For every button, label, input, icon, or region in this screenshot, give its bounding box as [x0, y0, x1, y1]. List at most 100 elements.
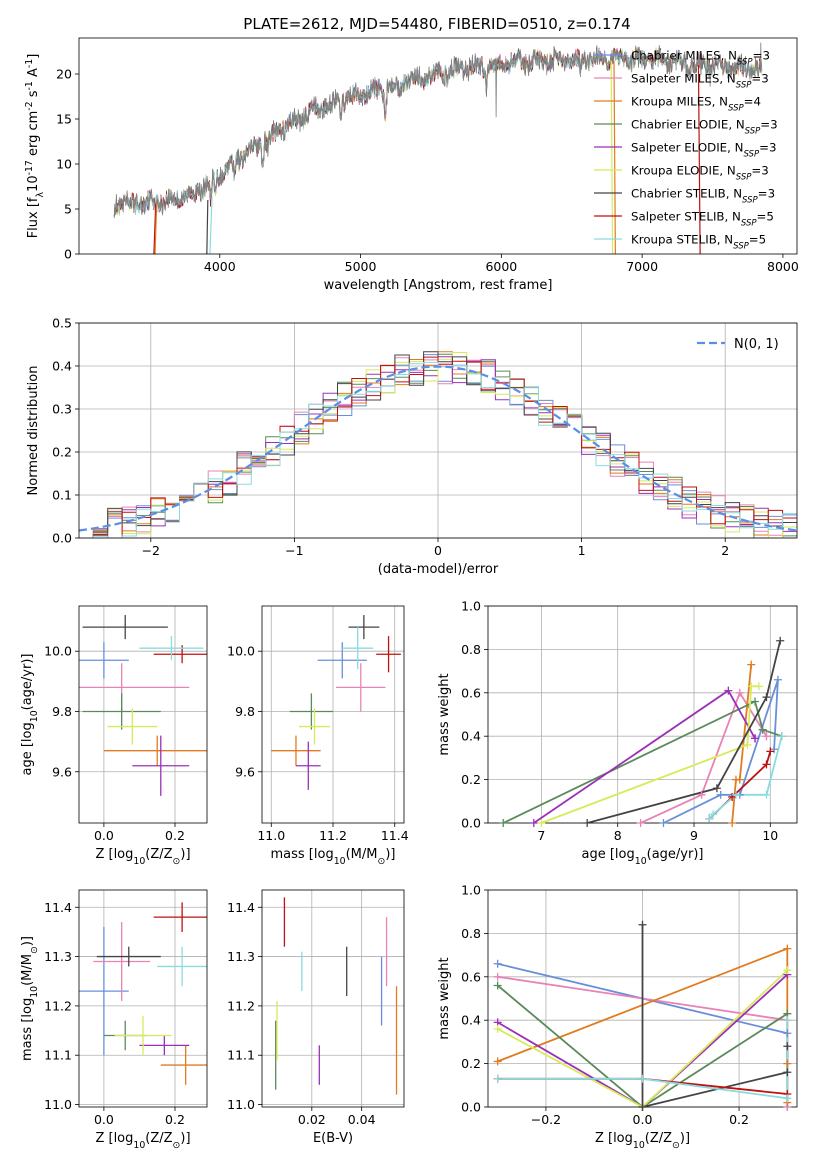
x-tick-label: 11.0 — [257, 828, 285, 843]
y-axis-label: mass [log10(M/M⊙)] — [20, 936, 40, 1061]
legend-ssp-count: 3 — [768, 187, 776, 201]
x-tick-label: 0.0 — [94, 828, 114, 843]
weight-series-line — [497, 984, 788, 1107]
weight-series-line — [497, 1020, 789, 1100]
weight-point-marker — [766, 747, 775, 756]
x-tick-label: 8 — [614, 828, 622, 843]
errorbar-point — [336, 663, 386, 712]
x-tick-label: 0.02 — [298, 1112, 326, 1127]
x-tick-label: 0.2 — [165, 1112, 185, 1127]
y-tick-label: 15 — [56, 112, 72, 127]
x-axis-label: mass [log10(M/M⊙)] — [271, 847, 396, 867]
axes-frame — [78, 37, 798, 255]
y-tick-label: 0.2 — [461, 772, 481, 787]
histogram-step — [79, 361, 797, 538]
y-tick-label: 11.2 — [44, 998, 72, 1013]
axes-frame — [78, 605, 208, 824]
x-tick-label: 0.04 — [348, 1112, 376, 1127]
axes-frame — [78, 322, 798, 539]
legend-series-name: Chabrier MILES — [631, 49, 721, 63]
weight-point-marker — [773, 675, 782, 684]
weight-point-marker — [783, 1029, 792, 1038]
weight-point-marker — [659, 819, 668, 827]
legend-entry: Chabrier STELIB, NSSP=3 — [631, 187, 775, 206]
legend-ssp-count: 5 — [759, 233, 767, 247]
y-axis-label: mass weight — [437, 673, 452, 755]
weight-point-marker — [638, 1103, 647, 1111]
y-tick-label: 0.8 — [461, 926, 481, 941]
y-tick-label: 0.4 — [461, 729, 481, 744]
x-tick-label: −0.2 — [531, 1112, 561, 1127]
errorbar-point — [342, 627, 374, 670]
weight-point-marker — [743, 740, 752, 749]
weight-point-marker — [716, 790, 725, 799]
legend-ssp-count: 3 — [762, 49, 770, 63]
errorbar-point — [103, 735, 207, 766]
errorbar-point — [348, 615, 380, 640]
model-dropout-line — [153, 203, 157, 254]
model-dropout-line — [613, 60, 616, 254]
residual-histogram-panel: −2 −1 0 1 2 0.0 0.1 0.2 0.3 0.4 0.5 (data-model)/er… — [26, 316, 798, 577]
x-tick-label: 0.2 — [729, 1112, 749, 1127]
legend-entry: Kroupa STELIB, NSSP=5 — [631, 233, 766, 252]
weight-point-marker — [583, 819, 592, 827]
weight-point-marker — [731, 790, 740, 799]
y-axis-label: Normed distribution — [26, 366, 41, 496]
weight-point-marker — [762, 790, 771, 799]
weight-point-marker — [724, 686, 733, 695]
weight-series-line — [502, 700, 782, 823]
x-tick-label: 0.0 — [94, 1112, 114, 1127]
y-tick-label: 0.1 — [52, 488, 72, 503]
weight-point-marker — [754, 682, 763, 691]
legend-entry: Chabrier MILES, NSSP=3 — [631, 49, 770, 68]
y-tick-label: 9.6 — [235, 764, 255, 779]
errorbar-point — [139, 1035, 190, 1056]
y-tick-label: 0.0 — [52, 531, 72, 546]
plot-area — [113, 42, 763, 254]
y-tick-label: 0.2 — [52, 445, 72, 460]
mass-vs-metallicity-panel: 0.0 0.2 11.0 11.1 11.2 11.3 11.4 Z [log10(Z/Z⊙)… — [20, 889, 208, 1151]
y-tick-label: 0.6 — [461, 685, 481, 700]
legend-ssp-count: 3 — [770, 118, 778, 132]
y-tick-label: 11.2 — [227, 998, 255, 1013]
y-tick-label: 0.8 — [461, 642, 481, 657]
x-tick-label: −2 — [142, 543, 160, 558]
legend-entry: Chabrier ELODIE, NSSP=3 — [631, 118, 778, 137]
y-tick-label: 0.0 — [461, 1100, 481, 1115]
y-tick-label: 0.4 — [52, 359, 72, 374]
y-tick-label: 0.5 — [52, 316, 72, 331]
y-tick-label: 9.8 — [52, 704, 72, 719]
x-tick-label: 4000 — [204, 259, 236, 274]
y-tick-label: 0.6 — [461, 969, 481, 984]
x-axis-label: (data-model)/error — [378, 562, 499, 577]
axes-frame — [261, 889, 405, 1108]
x-tick-label: 0.2 — [165, 828, 185, 843]
weight-point-marker — [638, 920, 647, 929]
legend-ssp-count: 3 — [769, 141, 777, 155]
errorbar-point — [132, 735, 190, 796]
y-tick-label: 9.6 — [52, 764, 72, 779]
x-tick-label: 6000 — [485, 259, 517, 274]
weight-point-marker — [783, 944, 792, 953]
weight-series-line — [497, 969, 788, 1107]
legend-series-name: Chabrier ELODIE — [631, 118, 728, 132]
legend-series-name: Kroupa STELIB — [631, 233, 717, 247]
legend-series-name: Salpeter MILES — [631, 72, 719, 86]
weight-point-marker — [751, 734, 760, 743]
weight-point-marker — [783, 1042, 792, 1051]
x-tick-label: −1 — [285, 543, 303, 558]
x-tick-label: 11.2 — [319, 828, 347, 843]
weight-point-marker — [783, 1016, 792, 1025]
errorbar-point — [114, 1015, 172, 1056]
axes-frame — [261, 605, 405, 824]
errorbar-point — [295, 741, 321, 790]
y-tick-label: 11.3 — [227, 949, 255, 964]
y-tick-label: 0.3 — [52, 402, 72, 417]
legend-entry: Kroupa MILES, NSSP=4 — [631, 95, 761, 114]
weight-point-marker — [493, 1024, 502, 1033]
normal-reference-curve — [79, 365, 797, 532]
weight-point-marker — [783, 1059, 792, 1068]
y-tick-label: 11.0 — [227, 1097, 255, 1112]
errorbar-point — [157, 946, 207, 987]
weight-point-marker — [705, 814, 714, 823]
